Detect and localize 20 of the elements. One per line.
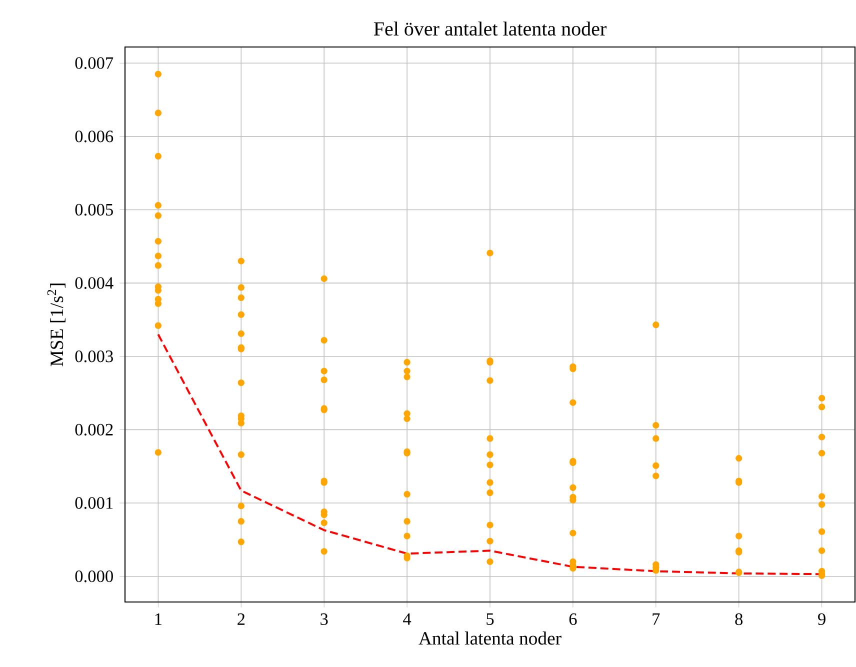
x-tick-label: 3 [320,613,328,626]
y-tick-label: 0.001 [75,497,113,509]
x-tick-label: 8 [735,613,743,626]
x-tick-label: 4 [403,613,412,625]
x-tick-label: 7 [652,613,660,625]
y-tick-label: 0.002 [75,424,113,436]
x-tick-label: 5 [486,613,494,625]
y-tick-label: 0.003 [75,350,113,362]
y-tick-label: 0.005 [75,204,113,216]
x-axis-title: Antal latenta noder [418,632,562,645]
x-tick-label: 2 [238,613,245,625]
x-tick-label: 9 [818,613,826,626]
y-tick-label: 0.006 [75,130,114,142]
y-tick-label: 0.007 [75,57,114,70]
y-tick-label: 0.000 [75,570,113,582]
chart-title: Fel över antalet latenta noder [374,22,606,36]
y-axis-title: MSE [1/s$^{2}$] [47,284,66,366]
y-tick-label: 0.004 [75,277,114,289]
x-tick-label: 6 [569,613,577,626]
x-tick-label: 1 [155,613,162,625]
